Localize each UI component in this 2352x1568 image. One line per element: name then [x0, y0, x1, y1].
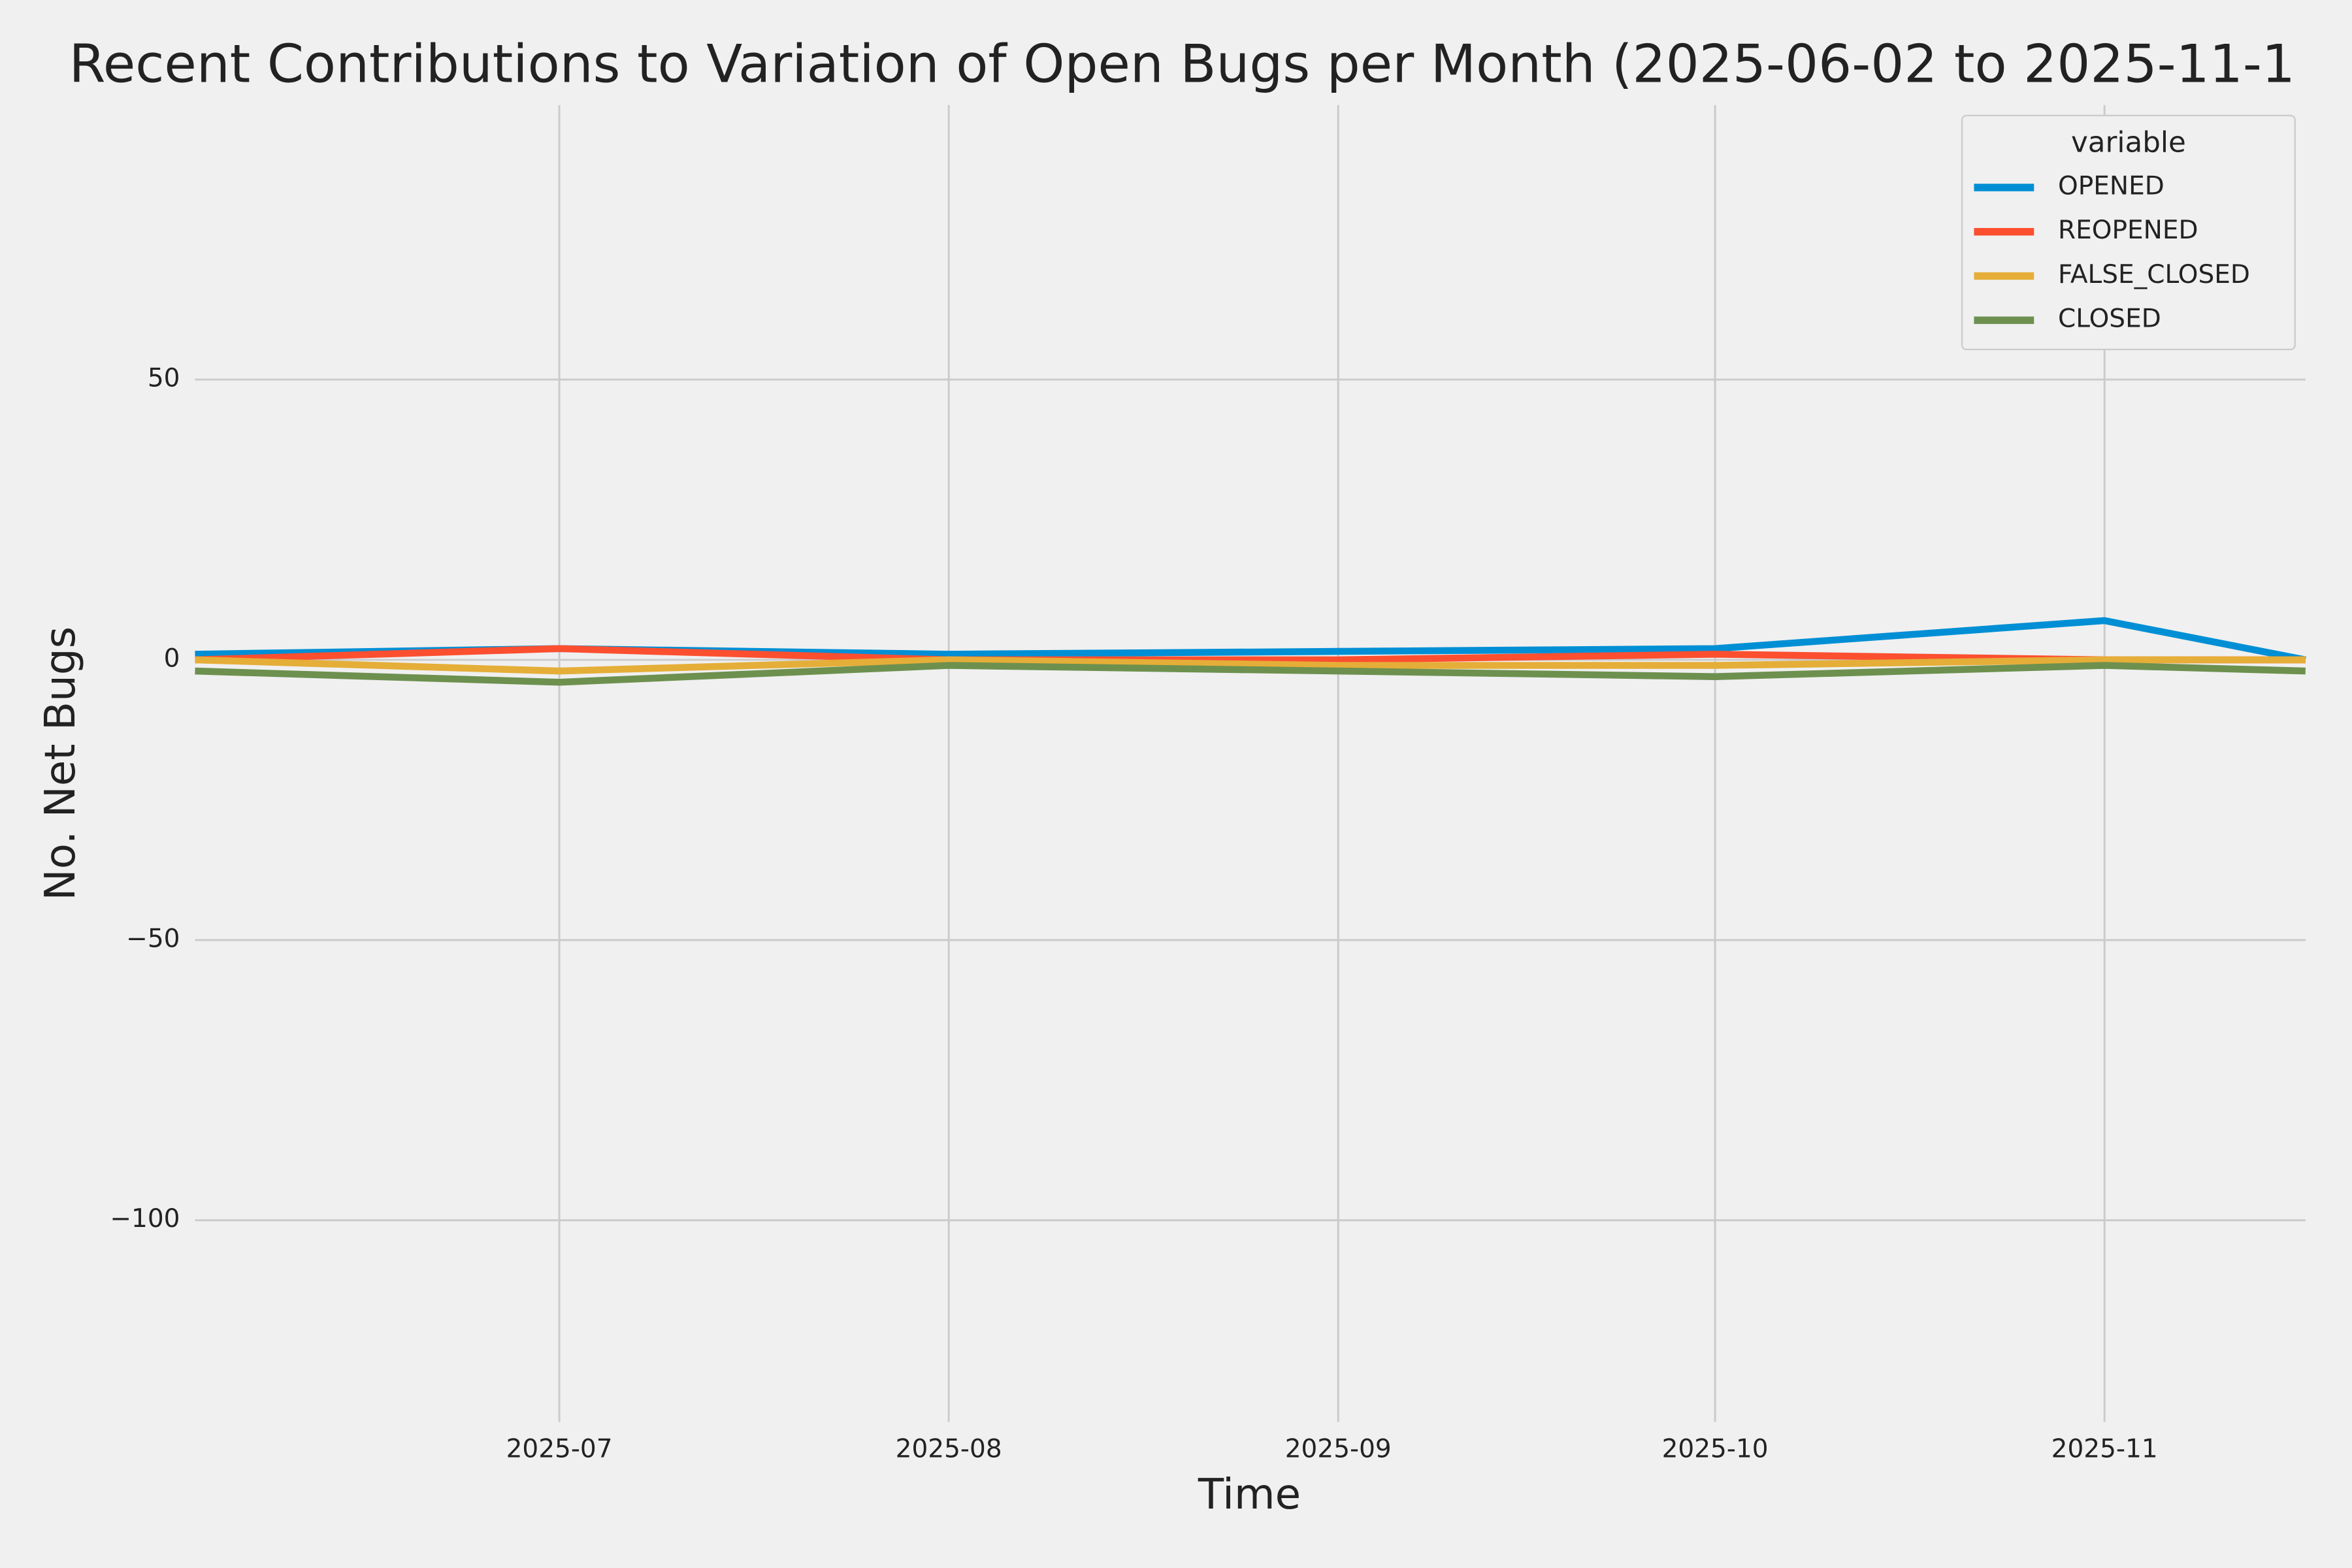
y-tick-label: −50 [126, 924, 180, 953]
legend-label: OPENED [2058, 171, 2164, 201]
legend-title: variable [2071, 126, 2186, 159]
x-tick-label: 2025-11 [2051, 1435, 2158, 1464]
x-axis-label: Time [1198, 1470, 1301, 1519]
x-tick-label: 2025-09 [1285, 1435, 1392, 1464]
data-line [195, 656, 2306, 675]
legend-label: REOPENED [2058, 216, 2198, 245]
data-line [195, 617, 2306, 664]
x-tick-label: 2025-08 [896, 1435, 1002, 1464]
x-tick-label: 2025-07 [506, 1435, 613, 1464]
y-tick-label: 0 [164, 644, 180, 673]
grid: −100 −50 0 50 2025-07 2025-08 2025-09 2025-10 20… [110, 105, 2306, 1464]
y-tick-label: 50 [148, 364, 180, 393]
lines [195, 617, 2306, 686]
chart-title: Recent Contributions to Variation of Ope… [69, 33, 2295, 94]
legend-label: FALSE_CLOSED [2058, 260, 2250, 289]
x-tick-label: 2025-10 [1662, 1435, 1769, 1464]
data-line [195, 662, 2306, 686]
y-tick-label: −100 [110, 1204, 180, 1233]
y-axis-label: No. Net Bugs [36, 627, 85, 900]
legend-label: CLOSED [2058, 304, 2161, 334]
legend-box [1961, 114, 2296, 351]
legend: variable OPENED REOPENED FALSE_CLOSED CLOSED [1961, 114, 2296, 351]
